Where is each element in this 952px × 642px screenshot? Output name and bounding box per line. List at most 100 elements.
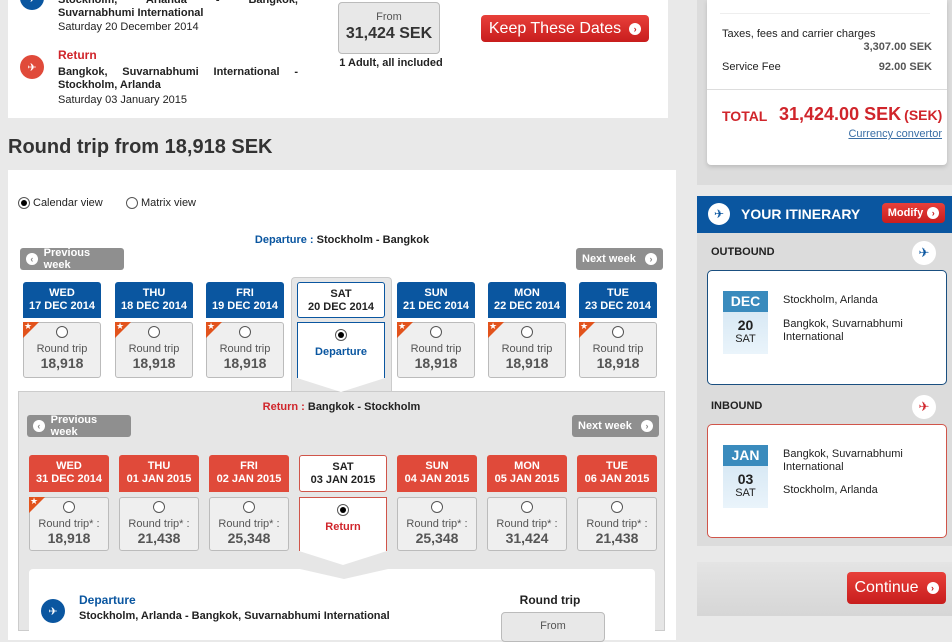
return-next-week-button[interactable]: Next week › [572,415,659,437]
date-header[interactable]: SUN 04 JAN 2015 [397,455,477,492]
date-radio[interactable] [521,326,533,338]
inbound-date-badge: JAN 03 SAT [723,445,768,508]
day-name: TUE [606,460,628,472]
day-name: THU [142,287,166,299]
outbound-date: Saturday 20 December 2014 [58,21,199,33]
day-name: MON [514,287,540,299]
date-header[interactable]: TUE 06 JAN 2015 [577,455,657,492]
date-price-cell[interactable]: ★ Round trip 18,918 [115,321,193,378]
detail-notch [300,569,388,579]
day-name: WED [49,287,75,299]
return-plane-icon: ✈ [912,395,936,419]
day-date: 21 DEC 2014 [402,300,470,312]
total-amount: 31,424.00 SEK [779,104,902,124]
price-box: From 31,424 SEK [338,2,440,54]
outbound-date-badge: DEC 20 SAT [723,291,768,354]
selected-date-cell[interactable]: Departure [297,322,385,378]
date-radio[interactable] [430,326,442,338]
day-date: 06 JAN 2015 [584,473,650,485]
day-date: 19 DEC 2014 [211,300,279,312]
selected-pointer [299,551,387,565]
best-price-star-icon: ★ [206,321,222,338]
keep-dates-label: Keep These Dates [488,19,622,37]
prev-week-label: Previous week [50,414,98,438]
date-header[interactable]: TUE 23 DEC 2014 [579,282,657,318]
inbound-from: Bangkok, Suvarnabhumi International [783,448,903,473]
trip-price: 21,438 [595,530,639,546]
date-header[interactable]: SUN 21 DEC 2014 [397,282,475,318]
matrix-view-radio[interactable] [126,197,138,209]
trip-type: Round trip* : [586,518,648,530]
detail-from-label: From [540,620,566,632]
from-price: 31,424 SEK [345,25,433,42]
date-price-cell[interactable]: Round trip* :25,348 [209,497,289,551]
date-price-cell[interactable]: ★ Round trip 18,918 [23,321,101,378]
date-header[interactable]: THU 18 DEC 2014 [115,282,193,318]
date-radio[interactable] [521,501,533,513]
day-name: SAT [330,288,352,300]
selected-label: Return [325,521,361,533]
calendar-view-radio[interactable] [18,197,30,209]
date-price-cell[interactable]: ★ Round trip 18,918 [397,321,475,378]
best-price-star-icon: ★ [115,321,131,338]
continue-button[interactable]: Continue › [847,572,946,604]
departure-plane-icon: ✈ [912,241,936,265]
departure-previous-week-button[interactable]: ‹ Previous week [20,247,124,271]
date-radio[interactable] [148,326,160,338]
outbound-label: OUTBOUND [711,246,775,258]
currency-convertor-link[interactable]: Currency convertor [848,128,942,140]
date-radio[interactable] [243,501,255,513]
date-header[interactable]: MON 05 JAN 2015 [487,455,567,492]
selected-date-cell[interactable]: Return [299,497,387,551]
date-price-cell[interactable]: Round trip* :21,438 [119,497,199,551]
date-price-cell[interactable]: ★ Round trip 18,918 [579,321,657,378]
date-header[interactable]: WED 31 DEC 2014 [29,455,109,492]
trip-type: Round trip [410,343,462,355]
date-header[interactable]: FRI 19 DEC 2014 [206,282,284,318]
date-radio[interactable] [56,326,68,338]
date-price-cell[interactable]: Round trip* :21,438 [577,497,657,551]
continue-label: Continue [854,579,919,596]
day-name: THU [147,460,171,472]
keep-dates-button[interactable]: Keep These Dates › [481,15,649,42]
date-price-cell[interactable]: Round trip* :25,348 [397,497,477,551]
day-date: 20 DEC 2014 [307,301,375,313]
date-radio[interactable] [431,501,443,513]
trip-type: Round trip [592,343,644,355]
chevron-right-icon: › [927,207,940,219]
matrix-view-option[interactable]: Matrix view [126,197,196,209]
date-price-cell[interactable]: ★ Round trip 18,918 [488,321,566,378]
selected-radio[interactable] [335,329,347,341]
chevron-left-icon: ‹ [26,253,38,265]
date-radio[interactable] [612,326,624,338]
day-date: 04 JAN 2015 [404,473,470,485]
outbound-from: Stockholm, Arlanda [783,294,878,306]
return-plane-icon: ✈ [20,55,44,79]
day-name: TUE [607,287,629,299]
calendar-view-option[interactable]: Calendar view [18,197,103,209]
taxes-label: Taxes, fees and carrier charges [722,28,876,40]
chevron-left-icon: ‹ [33,420,45,432]
departure-next-week-button[interactable]: Next week › [576,248,663,270]
prev-week-label: Previous week [43,247,91,271]
return-previous-week-button[interactable]: ‹ Previous week [27,414,131,438]
date-header[interactable]: WED 17 DEC 2014 [23,282,101,318]
date-header[interactable]: MON 22 DEC 2014 [488,282,566,318]
inbound-dow: SAT [735,487,756,499]
best-price-star-icon: ★ [579,321,595,338]
selected-date-header: SAT 20 DEC 2014 [297,282,385,318]
date-header[interactable]: FRI 02 JAN 2015 [209,455,289,492]
date-radio[interactable] [239,326,251,338]
date-price-cell[interactable]: ★ Round trip* :18,918 [29,496,109,551]
modify-button[interactable]: Modify › [882,203,945,223]
date-radio[interactable] [63,501,75,513]
date-price-cell[interactable]: Round trip* :31,424 [487,497,567,551]
selected-radio[interactable] [337,504,349,516]
date-radio[interactable] [611,501,623,513]
divider [707,89,947,90]
date-price-cell[interactable]: ★ Round trip 18,918 [206,321,284,378]
inbound-to: Stockholm, Arlanda [783,484,878,496]
date-radio[interactable] [153,501,165,513]
date-header[interactable]: THU 01 JAN 2015 [119,455,199,492]
trip-price: 18,918 [47,530,91,546]
